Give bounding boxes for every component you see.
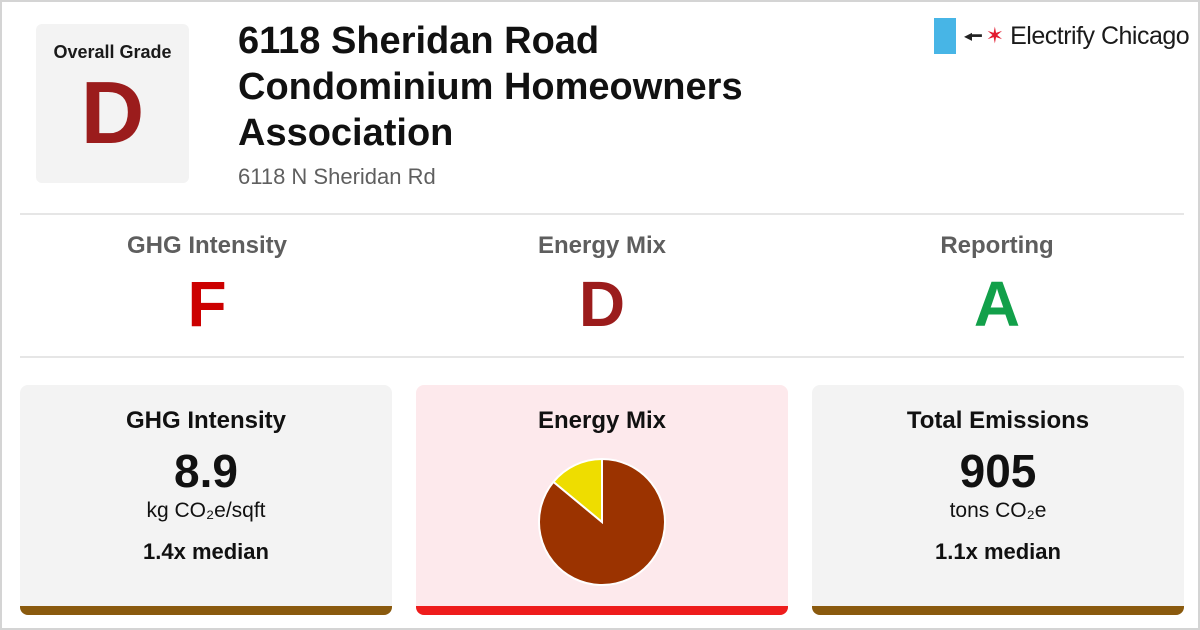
ghg-intensity-card: GHG Intensity 8.9 kg CO₂e/sqft 1.4x medi… xyxy=(20,385,392,615)
card-accent-bar xyxy=(20,606,392,615)
grade-reporting: Reporting A xyxy=(800,232,1194,342)
card-value: 8.9 xyxy=(174,445,238,497)
energy-mix-pie-chart xyxy=(538,457,666,586)
overall-grade-label: Overall Grade xyxy=(53,42,172,62)
grade-label: Energy Mix xyxy=(537,232,667,259)
grade-letter: A xyxy=(973,268,1021,340)
grade-energy-mix: Energy Mix D xyxy=(405,232,799,342)
electrify-chicago-logo[interactable]: ◂━ ✶ Electrify Chicago xyxy=(934,18,1190,54)
building-address: 6118 N Sheridan Rd xyxy=(238,164,436,189)
energy-mix-card: Energy Mix xyxy=(416,385,788,615)
card-value: 905 xyxy=(959,445,1037,497)
card-accent-bar xyxy=(416,606,788,615)
plug-icon: ◂━ xyxy=(964,28,982,45)
card-median: 1.1x median xyxy=(935,539,1061,564)
grade-letter: D xyxy=(578,268,626,340)
card-title: Total Emissions xyxy=(906,407,1090,434)
grade-label: GHG Intensity xyxy=(126,232,288,259)
flag-bar-icon xyxy=(934,18,956,54)
divider xyxy=(20,356,1184,358)
card-unit: kg CO₂e/sqft xyxy=(146,499,266,522)
card-median: 1.4x median xyxy=(143,539,269,564)
card-title: GHG Intensity xyxy=(125,407,287,434)
brand-name: Electrify Chicago xyxy=(1010,21,1190,50)
star-icon: ✶ xyxy=(985,23,1005,48)
building-name: 6118 Sheridan Road Condominium Homeowner… xyxy=(238,20,743,154)
card-title: Energy Mix xyxy=(537,407,667,434)
grade-letter: F xyxy=(187,268,227,340)
card-unit: tons CO₂e xyxy=(949,499,1047,522)
grade-ghg-intensity: GHG Intensity F xyxy=(10,232,404,342)
pie-slice-1 xyxy=(552,457,603,525)
overall-grade-box: Overall Grade D xyxy=(36,24,189,183)
overall-grade-letter: D xyxy=(80,63,145,162)
total-emissions-card: Total Emissions 905 tons CO₂e 1.1x media… xyxy=(812,385,1184,615)
divider xyxy=(20,213,1184,215)
grade-label: Reporting xyxy=(940,232,1054,259)
card-accent-bar xyxy=(812,606,1184,615)
